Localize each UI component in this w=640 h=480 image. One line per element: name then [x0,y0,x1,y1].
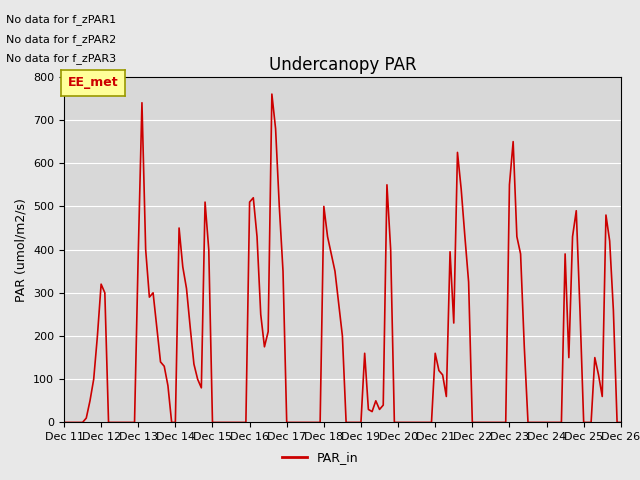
Text: No data for f_zPAR1: No data for f_zPAR1 [6,14,116,25]
Title: Undercanopy PAR: Undercanopy PAR [269,56,416,74]
Text: No data for f_zPAR2: No data for f_zPAR2 [6,34,116,45]
Y-axis label: PAR (umol/m2/s): PAR (umol/m2/s) [15,198,28,301]
Text: EE_met: EE_met [67,76,118,89]
Text: No data for f_zPAR3: No data for f_zPAR3 [6,53,116,64]
Legend: PAR_in: PAR_in [276,446,364,469]
